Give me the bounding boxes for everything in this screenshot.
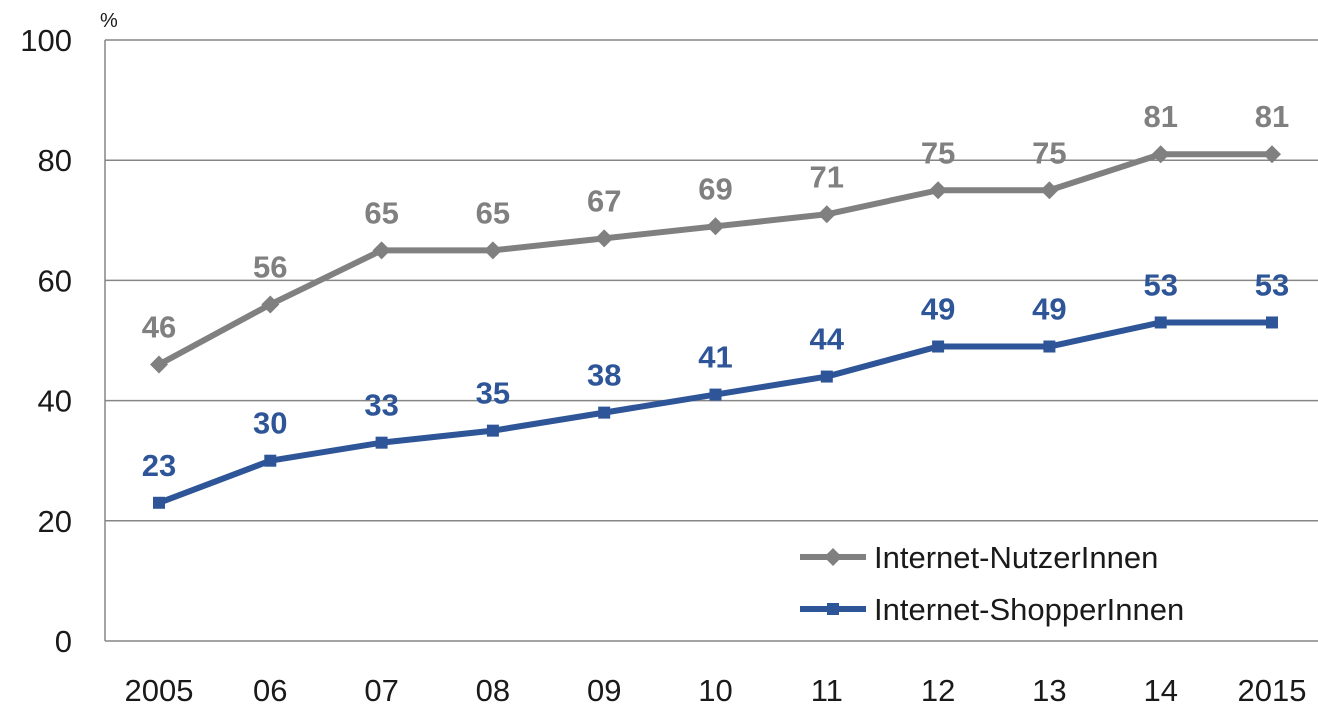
series-2-data-label: 23	[142, 448, 176, 483]
legend-label-2: Internet-ShopperInnen	[874, 592, 1184, 627]
series-1-point	[1263, 145, 1281, 164]
gridlines	[104, 39, 1318, 642]
series-2-point	[598, 406, 611, 419]
legend-marker-1	[824, 548, 842, 566]
y-tick-label: 60	[38, 263, 72, 298]
series-1-data-label: 65	[476, 195, 510, 230]
y-tick-label: 0	[55, 624, 72, 659]
x-axis-ticks: 2005 06 07 08 09 10 11 12 13 14 2015	[125, 673, 1307, 704]
series-1-data-label: 69	[698, 171, 732, 206]
series-1-point	[706, 217, 725, 236]
series-2-data-label: 49	[921, 292, 955, 327]
series-2-point	[709, 388, 722, 401]
series-1-data-label: 75	[1032, 135, 1066, 170]
series-2-point	[375, 436, 388, 449]
y-tick-label: 20	[38, 504, 72, 539]
x-tick-label: 2015	[1238, 673, 1307, 704]
series-2-data-label: 53	[1143, 267, 1177, 302]
series-1-point	[372, 241, 391, 260]
y-tick-label: 100	[20, 23, 72, 58]
series-2-point	[1266, 316, 1278, 329]
series-2-data-label: 38	[587, 358, 621, 393]
series-1-point	[817, 205, 836, 224]
y-axis-ticks: 0 20 40 60 80 100	[20, 23, 72, 659]
series-1-point	[595, 229, 614, 248]
series-2-data-label: 41	[698, 340, 732, 375]
x-tick-label: 13	[1032, 673, 1066, 704]
x-tick-label: 12	[921, 673, 955, 704]
series-2-point	[264, 454, 277, 467]
x-tick-label: 07	[364, 673, 398, 704]
series-2-point	[486, 424, 499, 437]
data-labels: 46 56 65 65 67 69 71 75 75 81 81 23 30 33 35 38 41 44 49 49…	[142, 99, 1289, 483]
x-tick-label: 2005	[125, 673, 194, 704]
x-tick-label: 09	[587, 673, 621, 704]
y-axis-unit: %	[100, 10, 118, 32]
series-1-point	[150, 355, 168, 374]
series-2-data-label: 30	[253, 406, 287, 441]
series-1-data-label: 75	[921, 135, 955, 170]
series-1-data-label: 67	[587, 183, 621, 218]
series-1-point	[929, 181, 948, 200]
legend-marker-2	[827, 603, 839, 615]
x-tick-label: 14	[1143, 673, 1177, 704]
x-tick-label: 08	[476, 673, 510, 704]
x-tick-label: 11	[811, 673, 843, 704]
series-2-point	[153, 496, 165, 509]
series-2-point	[932, 340, 945, 353]
series-1-point	[1040, 181, 1059, 200]
series-2-data-label: 35	[476, 376, 510, 411]
series-2-data-label: 33	[364, 388, 398, 423]
x-tick-label: 06	[253, 673, 287, 704]
series-1-point	[261, 295, 280, 314]
series-1-data-label: 81	[1143, 99, 1177, 134]
series-2-data-label: 53	[1255, 267, 1289, 302]
series-2-point	[1154, 316, 1167, 329]
series-1-data-label: 71	[810, 159, 844, 194]
series-2-point	[1043, 340, 1056, 353]
series-1-data-label: 65	[364, 195, 398, 230]
series-2-data-label: 44	[810, 322, 845, 357]
legend-label-1: Internet-NutzerInnen	[874, 540, 1158, 575]
y-tick-label: 80	[38, 143, 72, 178]
series-1-data-label: 46	[142, 310, 176, 345]
series-1-point	[483, 241, 502, 260]
series-2-data-label: 49	[1032, 292, 1066, 327]
series-group	[150, 145, 1281, 509]
series-1-point	[1151, 145, 1170, 164]
y-tick-label: 40	[38, 384, 72, 419]
legend: Internet-NutzerInnen Internet-ShopperInne…	[800, 540, 1184, 627]
x-tick-label: 10	[698, 673, 732, 704]
series-1-data-label: 56	[253, 249, 287, 284]
series-1-data-label: 81	[1255, 99, 1289, 134]
series-2-point	[820, 370, 833, 383]
